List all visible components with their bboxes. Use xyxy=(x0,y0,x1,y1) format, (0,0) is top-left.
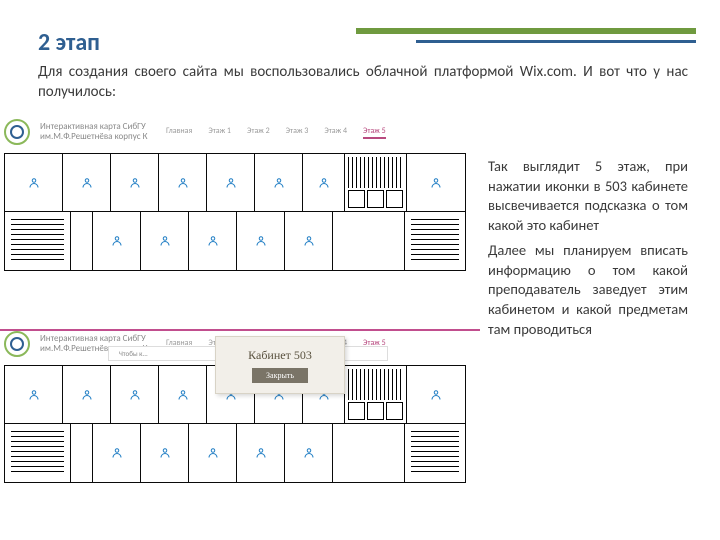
person-icon xyxy=(28,389,40,401)
modal-close-button[interactable]: Закрыть xyxy=(252,368,308,383)
stairwell xyxy=(345,366,407,424)
right-paragraph-2: Далее мы планируем вписать информацию о … xyxy=(488,241,688,339)
room[interactable] xyxy=(159,154,207,212)
person-icon xyxy=(177,389,189,401)
floor-plan-1 xyxy=(4,153,466,271)
room[interactable] xyxy=(303,154,345,212)
corridor xyxy=(333,212,405,270)
person-icon xyxy=(318,177,330,189)
person-icon xyxy=(129,177,141,189)
room[interactable] xyxy=(189,424,237,482)
room[interactable] xyxy=(93,212,141,270)
room[interactable] xyxy=(93,424,141,482)
nav-link-1[interactable]: Этаж 1 xyxy=(208,125,231,139)
room[interactable] xyxy=(407,154,465,212)
room[interactable] xyxy=(141,424,189,482)
corridor xyxy=(333,424,405,482)
person-icon xyxy=(430,177,442,189)
room[interactable] xyxy=(111,154,159,212)
room[interactable] xyxy=(63,154,111,212)
person-icon xyxy=(303,235,315,247)
room[interactable] xyxy=(407,366,465,424)
person-icon xyxy=(430,389,442,401)
person-icon xyxy=(81,389,93,401)
slide-title: 2 этап xyxy=(38,28,100,57)
person-icon xyxy=(111,447,123,459)
room[interactable] xyxy=(141,212,189,270)
person-icon xyxy=(129,389,141,401)
person-icon xyxy=(225,177,237,189)
person-icon xyxy=(207,447,219,459)
person-icon xyxy=(255,235,267,247)
person-icon xyxy=(177,177,189,189)
room[interactable] xyxy=(237,424,285,482)
room[interactable] xyxy=(5,154,63,212)
person-icon xyxy=(81,177,93,189)
nav-link-2[interactable]: Этаж 2 xyxy=(247,125,270,139)
site-logo-icon xyxy=(4,331,30,357)
person-icon xyxy=(303,447,315,459)
site-nav: Главная Этаж 1 Этаж 2 Этаж 3 Этаж 4 Этаж 5 xyxy=(166,125,386,139)
hatched-area xyxy=(5,424,71,482)
corridor xyxy=(71,212,93,270)
room[interactable] xyxy=(207,154,255,212)
modal-title: Кабинет 503 xyxy=(248,348,312,363)
site-screenshot-1: Интерактивная карта СибГУ им.М.Ф.Решетнё… xyxy=(4,119,476,271)
person-icon xyxy=(255,447,267,459)
person-icon xyxy=(159,447,171,459)
room[interactable] xyxy=(255,154,303,212)
person-icon xyxy=(273,177,285,189)
corridor xyxy=(71,424,93,482)
room[interactable] xyxy=(285,424,333,482)
nav-link-4[interactable]: Этаж 4 xyxy=(324,125,347,139)
room[interactable] xyxy=(189,212,237,270)
person-icon xyxy=(207,235,219,247)
right-column-text: Так выглядит 5 этаж, при нажатии иконки … xyxy=(488,157,688,339)
site-header: Интерактивная карта СибГУ им.М.Ф.Решетнё… xyxy=(4,119,476,145)
nav-link-5[interactable]: Этаж 5 xyxy=(363,125,386,139)
site-brand-text: Интерактивная карта СибГУ им.М.Ф.Решетнё… xyxy=(40,122,150,143)
right-paragraph-1: Так выглядит 5 этаж, при нажатии иконки … xyxy=(488,157,688,235)
room[interactable] xyxy=(111,366,159,424)
room[interactable] xyxy=(63,366,111,424)
person-icon xyxy=(159,235,171,247)
intro-paragraph: Для создания своего сайта мы воспользова… xyxy=(38,62,688,103)
hatched-area xyxy=(405,212,465,270)
site-logo-icon xyxy=(4,119,30,145)
person-icon xyxy=(111,235,123,247)
room-tooltip-modal: Кабинет 503 Закрыть xyxy=(215,336,345,394)
room[interactable] xyxy=(159,366,207,424)
nav-link-0[interactable]: Главная xyxy=(166,125,192,139)
person-icon xyxy=(28,177,40,189)
room[interactable] xyxy=(5,366,63,424)
hatched-area xyxy=(405,424,465,482)
room[interactable] xyxy=(285,212,333,270)
stairwell xyxy=(345,154,407,212)
nav-link-3[interactable]: Этаж 3 xyxy=(286,125,309,139)
hatched-area xyxy=(5,212,71,270)
room[interactable] xyxy=(237,212,285,270)
